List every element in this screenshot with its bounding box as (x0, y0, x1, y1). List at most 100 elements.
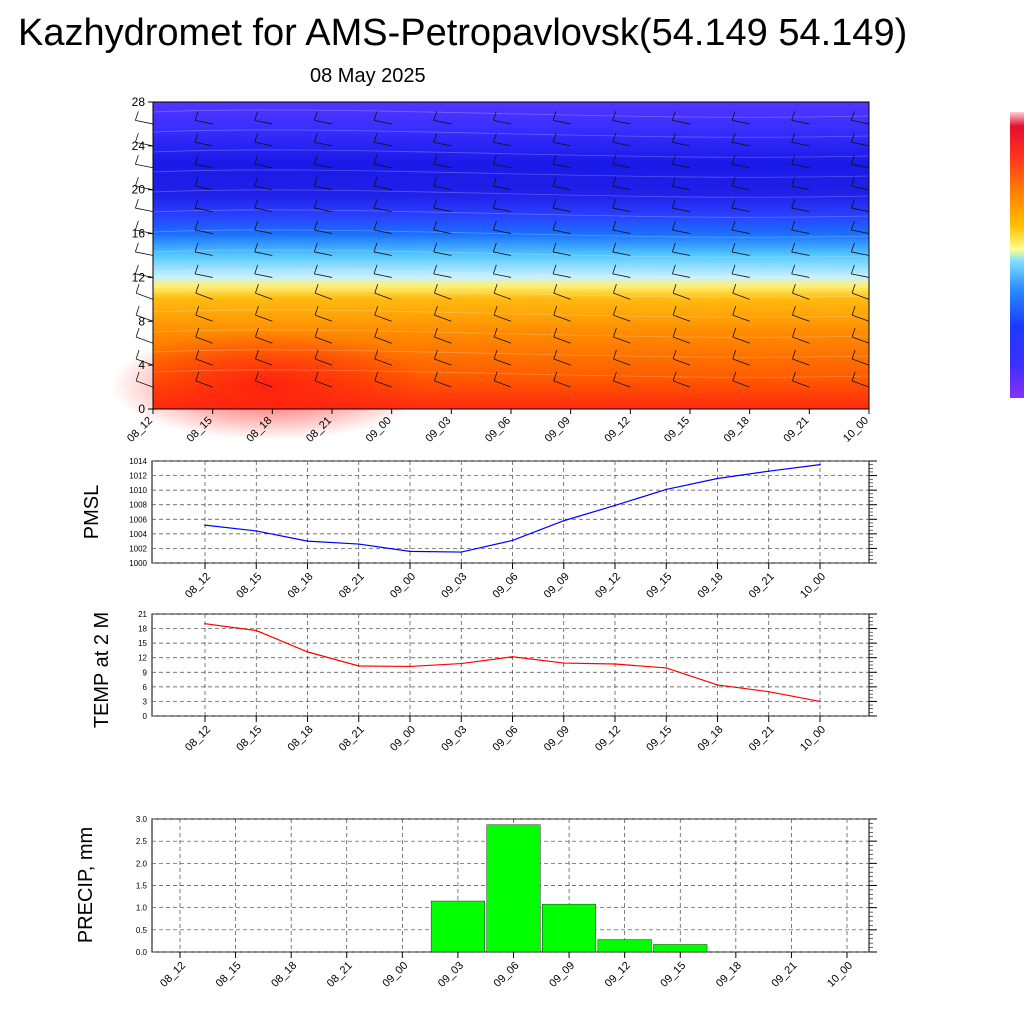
precip-panel: 0.0 0.5 1.0 1.5 2.0 2.5 3.0 08_12 08_15 08_18 08_2… (75, 815, 877, 990)
y-tick-label: 16 (132, 227, 146, 241)
x-tick-label: 09_21 (747, 571, 777, 601)
y-tick-label: 28 (132, 95, 146, 109)
wind-barb-flag (255, 284, 259, 294)
series-point (716, 477, 719, 480)
wind-barb-flag (850, 177, 855, 187)
wind-barb (851, 292, 870, 300)
y-axis-label: PMSL (81, 485, 103, 539)
wind-barb-flag (492, 198, 497, 209)
x-tick-label: 08_15 (234, 724, 264, 754)
wind-barb-flag (254, 155, 259, 165)
x-tick-label: 09_06 (483, 415, 513, 445)
x-tick-label: 09_12 (603, 960, 633, 990)
wind-barb-flag (493, 349, 498, 360)
wind-barb-flag (492, 177, 497, 187)
warm-core (110, 330, 430, 440)
wind-barb (493, 141, 512, 147)
contour-line (152, 329, 870, 338)
x-tick-label: 09_12 (602, 415, 632, 445)
y-axis-label: PRECIP, mm (75, 827, 97, 943)
wind-barb (731, 273, 750, 278)
wind-barb (255, 358, 273, 366)
wind-barb-flag (254, 242, 259, 253)
series-point (357, 665, 360, 667)
series-point (255, 629, 258, 632)
x-tick-label: 08_15 (234, 571, 264, 601)
x-tick-label: 09_00 (380, 960, 410, 990)
series-point (460, 551, 463, 553)
wind-barb (612, 119, 631, 125)
wind-barb-flag (254, 177, 259, 187)
wind-barb-flag (732, 305, 737, 316)
wind-barb (373, 119, 392, 125)
wind-barb-flag (791, 220, 796, 231)
wind-barb-flag (671, 133, 676, 143)
wind-barb (434, 314, 452, 322)
wind-barb (135, 380, 154, 388)
wind-barb (552, 273, 571, 278)
wind-barb (612, 141, 631, 147)
wind-barb (195, 292, 213, 300)
wind-barb-flag (613, 327, 617, 338)
x-tick-label: 09_03 (439, 724, 469, 754)
y-tick-label: 1010 (129, 486, 147, 495)
wind-barb-flag (791, 264, 796, 274)
wind-barb (194, 273, 213, 278)
wind-barb (135, 119, 154, 125)
wind-barb-flag (552, 198, 557, 209)
contour-line (152, 369, 870, 378)
wind-barb (493, 207, 512, 213)
wind-barb (433, 251, 452, 256)
contour-line (152, 309, 870, 318)
x-tick-label: 09_06 (491, 571, 521, 601)
wind-barb (314, 163, 333, 169)
wind-barb (851, 358, 870, 366)
wind-barb-flag (373, 264, 378, 274)
wind-barb-flag (373, 111, 378, 121)
wind-barb (433, 163, 452, 169)
wind-barb (851, 336, 870, 344)
wind-barb-flag (492, 133, 497, 143)
wind-barb (254, 163, 273, 169)
x-tick-label: 09_09 (542, 724, 572, 754)
wind-barb-flag (731, 177, 736, 187)
wind-barb (434, 336, 452, 344)
wind-barb-flag (254, 111, 259, 121)
series-point (204, 524, 206, 526)
wind-barb-flag (373, 220, 378, 231)
wind-barb-flag (195, 327, 200, 338)
wind-barb (373, 185, 392, 191)
wind-barb (194, 141, 213, 147)
wind-barb (851, 251, 870, 256)
wind-barb (135, 273, 154, 278)
wind-barb-flag (135, 327, 140, 338)
x-tick-label: 10_00 (798, 571, 828, 601)
y-tick-label: 15 (138, 639, 147, 648)
wind-barb-flag (314, 305, 319, 316)
wind-barb (672, 358, 691, 366)
wind-barb-flag (672, 284, 677, 294)
series-point (409, 550, 411, 553)
wind-barb (194, 163, 213, 169)
wind-barb-flag (671, 242, 676, 253)
wind-barb (612, 273, 631, 278)
wind-barb (672, 314, 691, 322)
wind-barb (493, 380, 512, 388)
wind-barb-flag (134, 155, 139, 165)
wind-barb (373, 273, 392, 278)
wind-barb-flag (194, 111, 199, 121)
contour-line (152, 269, 870, 278)
wind-barb (792, 380, 810, 388)
wind-barb-flag (313, 198, 318, 209)
series-point (357, 543, 360, 545)
wind-barb-flag (135, 305, 140, 316)
wind-barb-flag (851, 327, 856, 338)
wind-barb (373, 251, 392, 256)
wind-barb-flag (373, 133, 378, 143)
y-tick-label: 4 (138, 358, 145, 372)
wind-barb (135, 141, 154, 147)
x-tick-label: 10_00 (841, 415, 871, 445)
wind-barb (851, 314, 870, 322)
wind-barb-flag (134, 220, 139, 231)
